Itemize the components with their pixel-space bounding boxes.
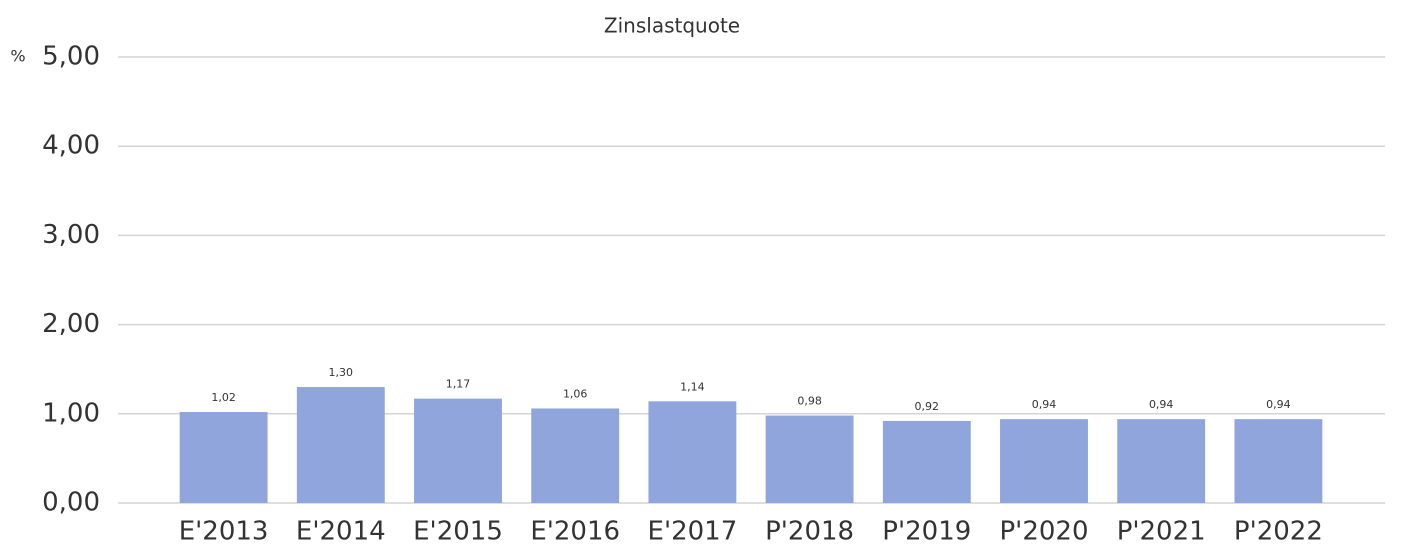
y-tick-label: 2,00 <box>42 309 100 339</box>
x-tick-label: P'2021 <box>1117 517 1206 546</box>
bar <box>531 408 620 503</box>
value-label: 1,02 <box>211 391 236 404</box>
bar <box>1000 419 1088 503</box>
x-tick-label: P'2020 <box>1000 517 1089 546</box>
bar <box>765 415 854 503</box>
bar <box>882 420 971 503</box>
x-tick-label: P'2018 <box>765 517 854 546</box>
y-tick-label: 1,00 <box>42 398 100 428</box>
bar <box>1117 419 1206 503</box>
x-tick-label: P'2022 <box>1234 517 1323 546</box>
value-label: 0,94 <box>1149 398 1174 411</box>
y-tick-label: 4,00 <box>42 131 100 161</box>
value-label: 0,94 <box>1032 398 1057 411</box>
y-axis-label: % <box>10 47 25 66</box>
value-label: 0,92 <box>915 400 940 413</box>
value-label: 0,98 <box>797 395 822 408</box>
value-label: 1,17 <box>446 378 471 391</box>
value-label: 1,14 <box>680 380 705 393</box>
value-label: 1,06 <box>563 387 588 400</box>
x-tick-label: E'2013 <box>179 517 269 546</box>
x-tick-label: E'2016 <box>530 517 620 546</box>
bar <box>414 398 502 503</box>
value-label: 0,94 <box>1266 398 1291 411</box>
value-label: 1,30 <box>329 366 354 379</box>
x-tick-label: E'2015 <box>413 517 503 546</box>
bar <box>179 412 268 503</box>
y-tick-label: 5,00 <box>42 42 100 72</box>
bar <box>648 401 737 503</box>
y-tick-label: 0,00 <box>42 488 100 518</box>
y-tick-label: 3,00 <box>42 220 100 250</box>
bar <box>1234 419 1323 503</box>
x-tick-label: E'2014 <box>296 517 386 546</box>
x-tick-label: E'2017 <box>648 517 738 546</box>
chart-title: Zinslastquote <box>604 14 740 38</box>
x-tick-label: P'2019 <box>882 517 971 546</box>
bar <box>296 387 385 503</box>
